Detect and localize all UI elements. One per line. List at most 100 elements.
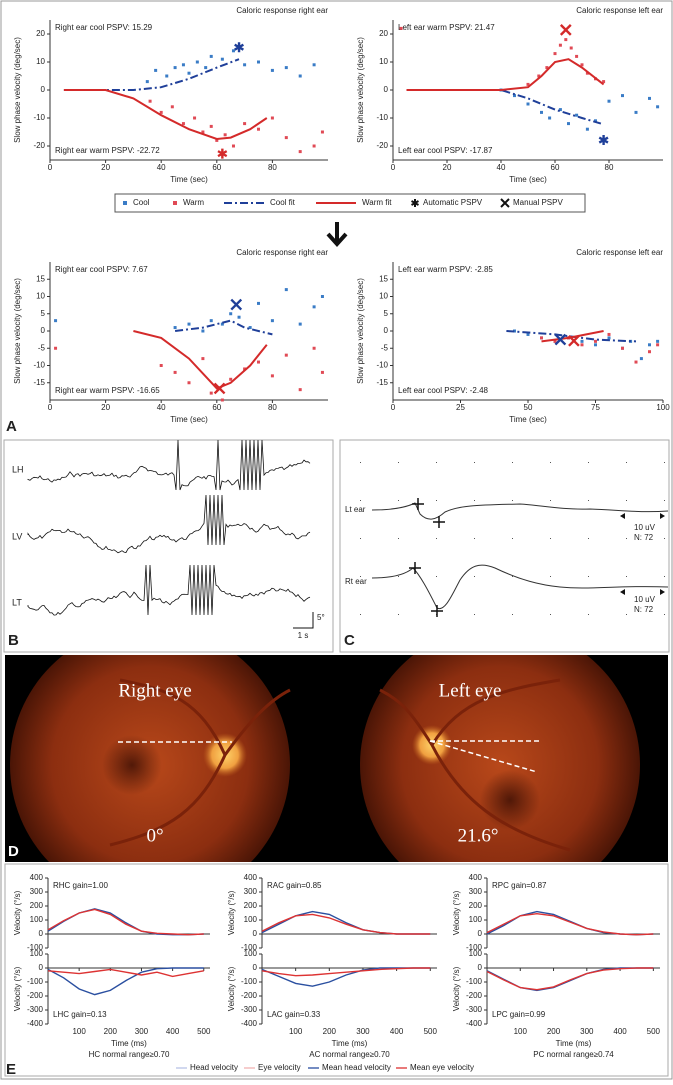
mean-curve bbox=[261, 913, 431, 935]
point bbox=[540, 110, 543, 114]
mean-curve bbox=[47, 908, 204, 936]
annotation: LPC gain=0.99 bbox=[492, 1010, 546, 1019]
pspv-marker bbox=[598, 135, 609, 146]
point bbox=[320, 295, 324, 298]
point bbox=[284, 353, 288, 357]
point bbox=[526, 332, 530, 336]
y-tick-label: -300 bbox=[466, 1005, 483, 1014]
x-axis-label: Time (sec) bbox=[170, 175, 208, 184]
point bbox=[170, 105, 174, 109]
x-tick-label: 40 bbox=[497, 163, 506, 172]
x-tick-label: 100 bbox=[514, 1027, 528, 1036]
y-tick-label: -100 bbox=[241, 943, 258, 952]
point bbox=[648, 96, 651, 100]
grid-dot bbox=[360, 614, 361, 615]
point bbox=[284, 136, 288, 140]
grid-dot bbox=[550, 576, 551, 577]
grid-dot bbox=[664, 538, 665, 539]
point bbox=[656, 105, 660, 109]
point bbox=[553, 52, 557, 56]
y-axis-label: Slow phase velocity (deg/sec) bbox=[356, 37, 365, 143]
y-tick-label: -300 bbox=[241, 1005, 258, 1014]
point bbox=[540, 336, 543, 340]
macula bbox=[102, 735, 162, 795]
y-tick-label: -10 bbox=[376, 361, 388, 370]
grid-dot bbox=[626, 538, 627, 539]
point bbox=[545, 66, 549, 70]
y-tick-label: -100 bbox=[27, 943, 44, 952]
x-tick-label: 300 bbox=[580, 1027, 594, 1036]
panel-label: E bbox=[6, 1061, 16, 1078]
y-tick-label: 10 bbox=[36, 57, 45, 66]
grid-dot bbox=[474, 462, 475, 463]
vessels bbox=[109, 678, 291, 847]
point bbox=[201, 130, 205, 134]
point bbox=[284, 66, 288, 70]
y-tick-label: 20 bbox=[379, 29, 388, 38]
point bbox=[656, 339, 660, 343]
grid-dot bbox=[588, 614, 589, 615]
point bbox=[564, 38, 568, 42]
scale-y: 5° bbox=[317, 613, 325, 622]
point bbox=[298, 74, 302, 78]
eog-trace bbox=[27, 564, 311, 616]
legend-swatch bbox=[123, 201, 127, 205]
point bbox=[594, 339, 597, 343]
point bbox=[181, 122, 185, 126]
point bbox=[257, 301, 260, 305]
point bbox=[634, 360, 638, 364]
grid-dot bbox=[436, 462, 437, 463]
grid-dot bbox=[398, 614, 399, 615]
y-tick-label: 100 bbox=[469, 915, 483, 924]
y-axis-label: Velocity (°/s) bbox=[227, 890, 236, 935]
grid-dot bbox=[626, 576, 627, 577]
y-tick-label: -100 bbox=[27, 977, 44, 986]
point bbox=[558, 43, 562, 47]
annotation: Left ear cool PSPV: -2.48 bbox=[398, 386, 489, 395]
y-tick-label: -10 bbox=[376, 113, 388, 122]
y-axis-label: Slow phase velocity (deg/sec) bbox=[356, 278, 365, 384]
pspv-marker bbox=[234, 42, 244, 53]
legend-swatch bbox=[173, 201, 177, 205]
mean-curve bbox=[486, 912, 654, 936]
y-tick-label: 15 bbox=[379, 274, 388, 283]
point bbox=[209, 391, 213, 395]
chart-title: Caloric response left ear bbox=[576, 6, 663, 15]
point bbox=[173, 370, 177, 374]
scale-bar bbox=[293, 612, 314, 629]
grid-dot bbox=[436, 538, 437, 539]
point bbox=[159, 364, 163, 367]
point bbox=[312, 63, 316, 67]
y-tick-label: 100 bbox=[244, 949, 258, 958]
point bbox=[537, 74, 541, 78]
pspv-marker bbox=[217, 148, 228, 159]
annotation: RPC gain=0.87 bbox=[492, 881, 547, 890]
x-tick-label: 80 bbox=[605, 163, 614, 172]
channel-label: LH bbox=[12, 464, 24, 474]
x-tick-label: 20 bbox=[443, 163, 452, 172]
x-tick-label: 400 bbox=[613, 1027, 627, 1036]
point bbox=[320, 130, 324, 134]
mean-curve bbox=[486, 967, 654, 991]
grid-dot bbox=[398, 500, 399, 501]
y-tick-label: 10 bbox=[36, 292, 45, 301]
point bbox=[298, 322, 302, 326]
point bbox=[159, 110, 163, 114]
y-tick-label: 0 bbox=[478, 929, 483, 938]
grid-dot bbox=[512, 500, 513, 501]
grid-dot bbox=[436, 500, 437, 501]
annotation: RAC gain=0.85 bbox=[267, 881, 322, 890]
y-tick-label: 100 bbox=[30, 915, 44, 924]
count: N: 72 bbox=[634, 533, 654, 542]
x-axis-label: Time (ms) bbox=[332, 1039, 368, 1048]
point bbox=[585, 71, 589, 75]
point bbox=[204, 66, 208, 70]
point bbox=[585, 127, 589, 131]
panel-label: B bbox=[8, 632, 19, 649]
point bbox=[229, 312, 233, 316]
y-axis-label: Velocity (°/s) bbox=[452, 890, 461, 935]
dashed-line bbox=[429, 740, 540, 773]
point bbox=[621, 94, 624, 98]
x-axis-label: Time (sec) bbox=[509, 175, 547, 184]
x-tick-label: 500 bbox=[647, 1027, 661, 1036]
